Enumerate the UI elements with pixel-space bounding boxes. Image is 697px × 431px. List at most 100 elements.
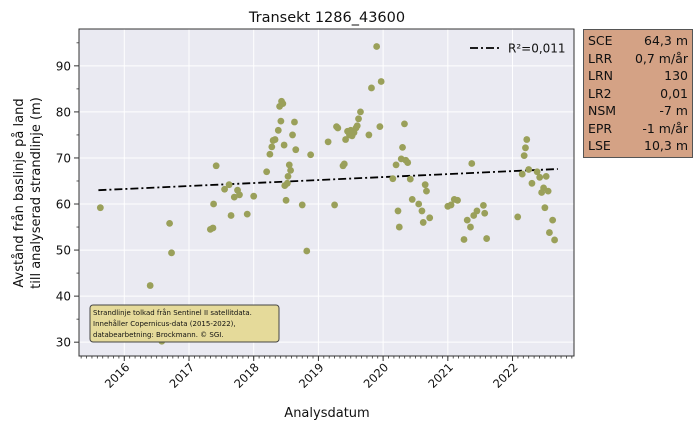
x-tick-label: 2020 xyxy=(361,360,392,391)
data-point xyxy=(460,236,468,243)
stat-label: LR2 xyxy=(588,85,612,101)
plot-frame xyxy=(78,28,575,357)
stat-value: -1 m/år xyxy=(642,120,688,136)
data-point xyxy=(523,136,531,143)
data-point xyxy=(473,207,481,215)
data-point xyxy=(528,179,536,187)
plot-background xyxy=(79,29,574,356)
x-axis-label: Analysdatum xyxy=(284,406,369,421)
data-point xyxy=(292,146,300,154)
data-point xyxy=(467,223,474,231)
y-tick-label: 40 xyxy=(56,290,71,304)
stat-label: SCE xyxy=(588,33,613,48)
data-point xyxy=(541,204,549,212)
statistics-box: SCE 64,3 m LRR 0,7 m/år LRN 130 LR2 0,01… xyxy=(583,29,693,158)
data-point xyxy=(266,150,274,158)
x-tick-label: 2021 xyxy=(425,360,456,391)
data-point xyxy=(551,236,558,244)
data-point xyxy=(480,201,487,209)
data-point xyxy=(542,172,550,180)
x-tick-label: 2017 xyxy=(167,360,198,391)
data-point xyxy=(250,192,258,200)
stat-value: 0,7 m/år xyxy=(634,50,688,66)
data-point xyxy=(307,151,315,159)
data-point xyxy=(389,175,397,183)
attribution-note: Strandlinje tolkad från Sentinel II sate… xyxy=(89,304,280,343)
stat-label: LSE xyxy=(588,138,611,153)
data-point xyxy=(454,196,461,204)
data-point xyxy=(399,143,406,151)
data-point xyxy=(243,210,251,218)
data-point xyxy=(373,43,381,50)
data-point xyxy=(392,161,400,169)
legend-label: R²=0,011 xyxy=(508,42,566,56)
stat-row-lse: LSE 10,3 m xyxy=(588,137,688,155)
data-point xyxy=(230,193,238,201)
data-point xyxy=(365,131,373,139)
data-point xyxy=(533,168,541,176)
data-point xyxy=(279,100,287,108)
data-point xyxy=(468,160,476,167)
data-point xyxy=(415,200,423,208)
data-point xyxy=(525,166,533,173)
data-point xyxy=(447,201,455,209)
data-point xyxy=(395,223,403,231)
y-tick-label: 90 xyxy=(56,59,71,73)
data-point xyxy=(406,175,414,183)
data-point xyxy=(285,161,293,169)
data-point xyxy=(419,219,427,226)
data-point xyxy=(483,235,491,242)
data-point xyxy=(146,282,154,289)
data-point xyxy=(544,187,552,195)
data-point xyxy=(221,185,228,193)
data-point xyxy=(368,84,375,92)
y-axis-label-line2: till analyserad strandlinje (m) xyxy=(29,97,44,289)
data-points xyxy=(96,43,558,345)
stat-label: LRN xyxy=(588,68,613,83)
stat-value: 130 xyxy=(664,68,688,83)
data-point xyxy=(277,117,285,125)
data-point xyxy=(291,118,298,126)
note-line-1: Strandlinje tolkad från Sentinel II sate… xyxy=(93,308,252,317)
stat-row-nsm: NSM -7 m xyxy=(588,102,688,120)
data-point xyxy=(298,201,306,209)
data-point xyxy=(357,108,364,116)
x-tick-label: 2022 xyxy=(490,360,521,391)
data-point xyxy=(289,131,296,139)
data-point xyxy=(377,78,385,85)
data-point xyxy=(168,249,175,257)
x-tick-label: 2019 xyxy=(296,360,327,391)
data-point xyxy=(401,120,408,128)
chart-title: Transekt 1286_43600 xyxy=(248,10,405,26)
data-point xyxy=(287,166,294,174)
data-point xyxy=(355,115,362,123)
data-point xyxy=(520,152,528,160)
stat-value: 10,3 m xyxy=(644,138,688,153)
data-point xyxy=(284,172,292,180)
stat-label: EPR xyxy=(588,120,613,136)
data-point xyxy=(166,219,173,227)
y-tick-label: 30 xyxy=(56,336,71,350)
x-tick-label: 2016 xyxy=(102,360,133,391)
data-point xyxy=(210,200,217,208)
stat-value: 64,3 m xyxy=(644,33,688,48)
data-point xyxy=(408,196,416,203)
data-point xyxy=(463,216,471,224)
stat-row-epr: EPR -1 m/år xyxy=(588,120,688,138)
data-point xyxy=(353,122,361,130)
data-point xyxy=(283,179,291,187)
data-point xyxy=(404,159,412,166)
y-axis-label-line1: Avstånd från baslinje på land xyxy=(12,98,27,287)
data-point xyxy=(271,136,279,143)
data-point xyxy=(268,143,276,151)
y-tick-label: 80 xyxy=(56,105,71,119)
data-point xyxy=(418,207,426,215)
data-point xyxy=(376,123,384,131)
data-point xyxy=(514,213,522,221)
data-point xyxy=(423,187,430,195)
stat-row-sce: SCE 64,3 m xyxy=(588,32,688,50)
data-point xyxy=(334,124,342,132)
legend: R²=0,011 xyxy=(470,42,566,56)
trend-line xyxy=(98,168,558,192)
data-point xyxy=(209,224,217,232)
